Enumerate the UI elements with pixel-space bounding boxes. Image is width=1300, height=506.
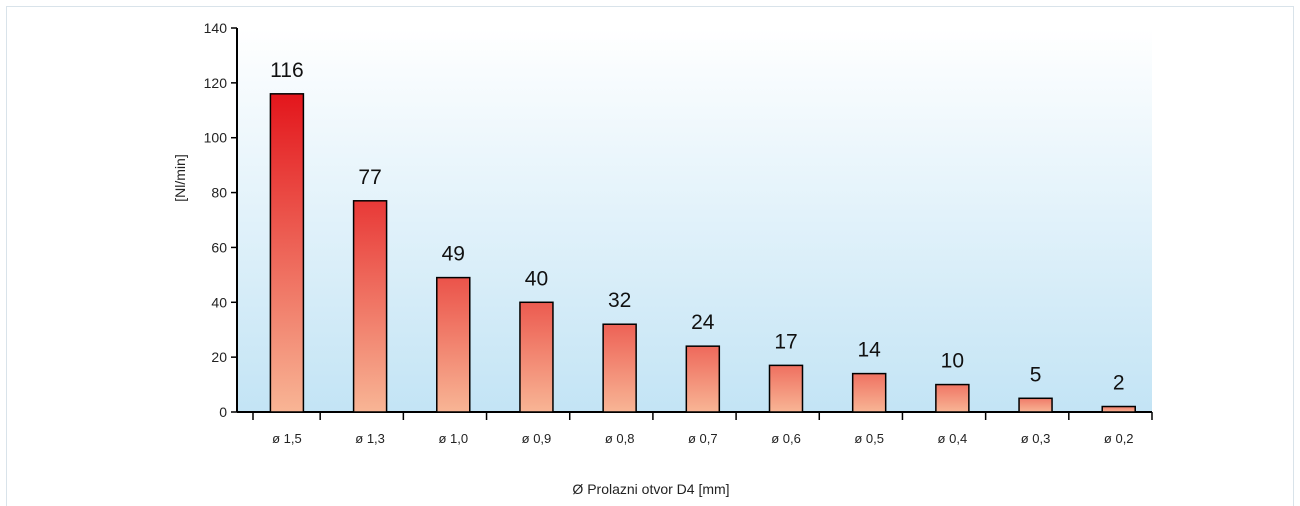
x-tick-label: ø 0,8 bbox=[605, 431, 635, 446]
x-tick-label: ø 0,2 bbox=[1104, 431, 1134, 446]
bar bbox=[768, 364, 804, 413]
x-tick-label: ø 1,3 bbox=[355, 431, 385, 446]
x-axis-ticks: ø 1,5 ø 1,3 ø 1,0 ø 0,9 ø 0,8 ø 0,7 ø 0,6 ø 0,5… bbox=[252, 412, 1153, 446]
y-tick-label: 40 bbox=[211, 294, 227, 310]
x-tick-label: ø 0,9 bbox=[522, 431, 552, 446]
x-tick-label: ø 1,5 bbox=[272, 431, 302, 446]
bar-data-label: 32 bbox=[608, 289, 631, 312]
x-tick-label: ø 0,4 bbox=[938, 431, 968, 446]
bar-data-label: 24 bbox=[691, 311, 715, 334]
bar bbox=[685, 345, 721, 413]
y-tick-label: 100 bbox=[204, 130, 228, 146]
y-tick-label: 120 bbox=[204, 75, 228, 91]
y-tick-label: 140 bbox=[204, 20, 228, 36]
y-tick-label: 80 bbox=[211, 185, 227, 201]
bar bbox=[602, 323, 637, 413]
bar-data-label: 10 bbox=[941, 350, 964, 373]
bar-data-label: 116 bbox=[270, 59, 303, 82]
bar bbox=[1018, 397, 1053, 413]
bar bbox=[436, 276, 471, 413]
x-tick-label: ø 0,7 bbox=[688, 431, 718, 446]
bar bbox=[519, 301, 554, 413]
bar-data-label: 77 bbox=[358, 166, 381, 189]
bar-data-label: 5 bbox=[1030, 363, 1042, 386]
x-axis-title: Ø Prolazni otvor D4 [mm] bbox=[572, 481, 729, 497]
y-tick-label: 60 bbox=[211, 239, 227, 255]
bar bbox=[269, 93, 305, 413]
bar bbox=[352, 200, 388, 413]
bar bbox=[851, 372, 887, 413]
y-axis-title: [Nl/min] bbox=[172, 154, 188, 201]
x-tick-label: ø 0,6 bbox=[771, 431, 801, 446]
bar bbox=[1101, 405, 1136, 413]
bars-group: 116 77 49 40 32 24 17 14 10 5 2 bbox=[269, 59, 1136, 413]
x-tick-label: ø 1,0 bbox=[438, 431, 468, 446]
bar-data-label: 17 bbox=[774, 330, 797, 353]
bar-data-label: 49 bbox=[442, 243, 465, 266]
y-tick-label: 20 bbox=[211, 349, 227, 365]
bar-data-label: 2 bbox=[1113, 372, 1125, 395]
bar-data-label: 14 bbox=[858, 339, 882, 362]
bar bbox=[935, 383, 970, 413]
chart-frame bbox=[6, 6, 1294, 506]
y-axis-ticks: 0 20 40 60 80 100 120 140 bbox=[204, 20, 237, 420]
y-tick-label: 0 bbox=[219, 404, 227, 420]
x-tick-label: ø 0,5 bbox=[854, 431, 884, 446]
x-tick-label: ø 0,3 bbox=[1021, 431, 1051, 446]
bar-data-label: 40 bbox=[525, 267, 548, 290]
